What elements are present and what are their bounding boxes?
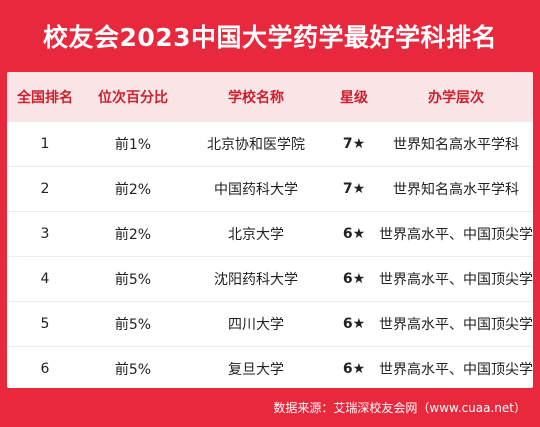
level-cell: 世界高水平、中国顶尖学科 bbox=[379, 346, 533, 388]
stars-cell: 6★ bbox=[329, 301, 379, 347]
rank-cell: 3 bbox=[7, 211, 83, 257]
level-cell: 世界高水平、中国顶尖学科 bbox=[379, 211, 533, 257]
stars-cell: 6★ bbox=[329, 346, 379, 388]
school-cell: 中国药科大学 bbox=[183, 166, 329, 212]
column-header-rank: 全国排名 bbox=[7, 72, 83, 122]
table-row: 5 前5% 四川大学 6★ 世界高水平、中国顶尖学科 bbox=[7, 301, 533, 347]
level-cell: 世界知名高水平学科 bbox=[379, 166, 533, 212]
rank-cell: 5 bbox=[7, 301, 83, 347]
school-cell: 北京大学 bbox=[183, 211, 329, 257]
stars-cell: 6★ bbox=[329, 256, 379, 302]
percentile-cell: 前5% bbox=[83, 346, 183, 388]
level-cell: 世界高水平、中国顶尖学科 bbox=[379, 301, 533, 347]
school-cell: 复旦大学 bbox=[183, 346, 329, 388]
percentile-cell: 前5% bbox=[83, 301, 183, 347]
column-header-percentile: 位次百分比 bbox=[83, 72, 183, 122]
school-cell: 四川大学 bbox=[183, 301, 329, 347]
stars-cell: 7★ bbox=[329, 121, 379, 167]
column-header-school: 学校名称 bbox=[183, 72, 329, 122]
table-row: 4 前5% 沈阳药科大学 6★ 世界高水平、中国顶尖学科 bbox=[7, 256, 533, 302]
level-cell: 世界高水平、中国顶尖学科 bbox=[379, 256, 533, 302]
page-title: 校友会2023中国大学药学最好学科排名 bbox=[42, 23, 498, 52]
school-cell: 沈阳药科大学 bbox=[183, 256, 329, 302]
percentile-cell: 前2% bbox=[83, 211, 183, 257]
column-header-level: 办学层次 bbox=[379, 72, 533, 122]
rank-cell: 6 bbox=[7, 346, 83, 388]
column-header-stars: 星级 bbox=[329, 72, 379, 122]
ranking-table-panel: 全国排名 位次百分比 学校名称 星级 办学层次 1 前1% 北京协和医学院 7★… bbox=[7, 72, 533, 388]
stars-cell: 7★ bbox=[329, 166, 379, 212]
rank-cell: 2 bbox=[7, 166, 83, 212]
stars-cell: 6★ bbox=[329, 211, 379, 257]
table-header-row: 全国排名 位次百分比 学校名称 星级 办学层次 bbox=[7, 72, 533, 122]
ranking-table: 全国排名 位次百分比 学校名称 星级 办学层次 1 前1% 北京协和医学院 7★… bbox=[7, 72, 533, 388]
table-row: 2 前2% 中国药科大学 7★ 世界知名高水平学科 bbox=[7, 166, 533, 212]
rank-cell: 1 bbox=[7, 121, 83, 167]
table-row: 6 前5% 复旦大学 6★ 世界高水平、中国顶尖学科 bbox=[7, 346, 533, 388]
level-cell: 世界知名高水平学科 bbox=[379, 121, 533, 167]
table-row: 3 前2% 北京大学 6★ 世界高水平、中国顶尖学科 bbox=[7, 211, 533, 257]
rank-cell: 4 bbox=[7, 256, 83, 302]
data-source-note: 数据来源：艾瑞深校友会网（www.cuaa.net） bbox=[273, 401, 526, 415]
percentile-cell: 前1% bbox=[83, 121, 183, 167]
table-row: 1 前1% 北京协和医学院 7★ 世界知名高水平学科 bbox=[7, 121, 533, 167]
percentile-cell: 前5% bbox=[83, 256, 183, 302]
school-cell: 北京协和医学院 bbox=[183, 121, 329, 167]
percentile-cell: 前2% bbox=[83, 166, 183, 212]
